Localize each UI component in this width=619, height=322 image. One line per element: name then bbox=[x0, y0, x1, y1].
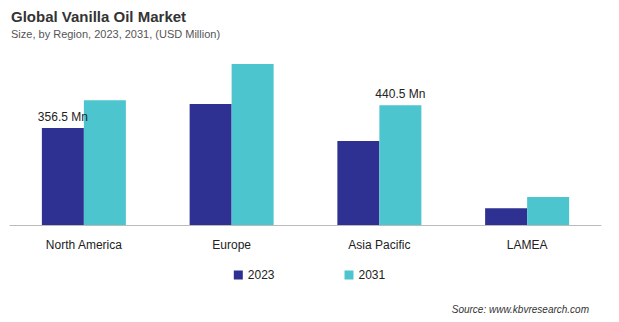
svg-text:Global Vanilla Oil Market: Global Vanilla Oil Market bbox=[11, 8, 186, 25]
svg-text:2031: 2031 bbox=[359, 268, 386, 282]
svg-text:356.5 Mn: 356.5 Mn bbox=[38, 110, 88, 124]
svg-text:Source: www.kbvresearch.com: Source: www.kbvresearch.com bbox=[452, 304, 589, 315]
svg-text:Europe: Europe bbox=[212, 238, 251, 252]
svg-text:Asia Pacific: Asia Pacific bbox=[348, 238, 410, 252]
svg-text:LAMEA: LAMEA bbox=[507, 238, 548, 252]
svg-text:North America: North America bbox=[46, 238, 122, 252]
svg-text:Size, by Region, 2023, 2031, (: Size, by Region, 2023, 2031, (USD Millio… bbox=[11, 28, 220, 40]
svg-text:2023: 2023 bbox=[248, 268, 275, 282]
svg-text:440.5 Mn: 440.5 Mn bbox=[375, 87, 425, 101]
